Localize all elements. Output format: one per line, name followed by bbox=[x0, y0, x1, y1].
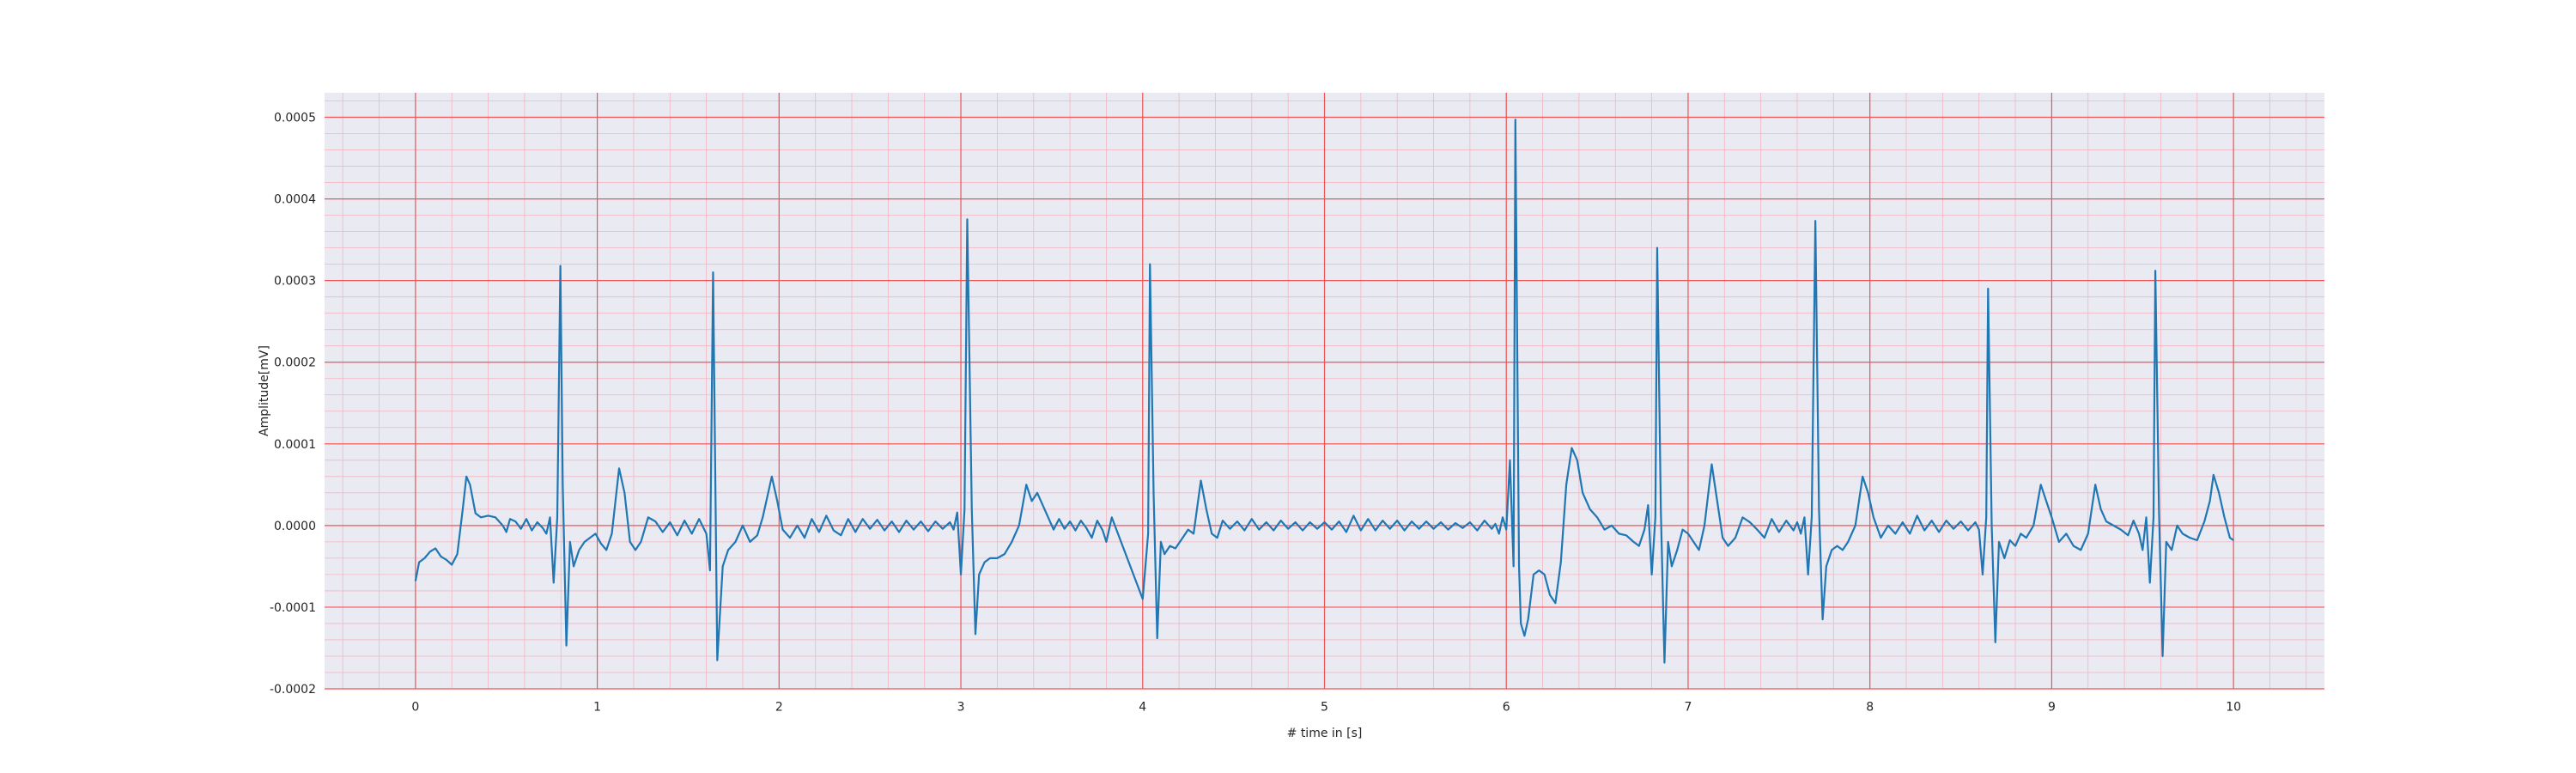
x-axis-label: # time in [s] bbox=[1287, 727, 1363, 740]
y-tick-label: 0.0002 bbox=[274, 356, 316, 370]
x-tick-label: 5 bbox=[1321, 701, 1328, 715]
y-tick-label: 0.0004 bbox=[274, 193, 316, 207]
x-tick-label: 8 bbox=[1866, 701, 1874, 715]
x-tick-label: 7 bbox=[1684, 701, 1692, 715]
x-tick-label: 10 bbox=[2226, 701, 2241, 715]
x-tick-label: 6 bbox=[1503, 701, 1510, 715]
y-tick-label: -0.0001 bbox=[270, 601, 316, 615]
y-tick-label: -0.0002 bbox=[270, 683, 316, 697]
y-tick-labels: -0.0002 -0.0001 0.0000 0.0001 0.0002 0.0003 0.… bbox=[270, 112, 316, 697]
y-tick-label: 0.0000 bbox=[274, 520, 316, 533]
x-tick-label: 0 bbox=[411, 701, 419, 715]
x-tick-label: 1 bbox=[593, 701, 601, 715]
x-tick-labels: 0 1 2 3 4 5 6 7 8 9 10 bbox=[411, 701, 2241, 715]
x-tick-label: 9 bbox=[2048, 701, 2056, 715]
y-tick-label: 0.0001 bbox=[274, 438, 316, 452]
y-tick-label: 0.0003 bbox=[274, 275, 316, 289]
y-tick-label: 0.0005 bbox=[274, 112, 316, 125]
x-tick-label: 3 bbox=[957, 701, 965, 715]
x-tick-label: 2 bbox=[775, 701, 783, 715]
x-tick-label: 4 bbox=[1139, 701, 1146, 715]
ecg-series-line bbox=[414, 119, 2234, 664]
y-axis-label: Amplitude[mV] bbox=[258, 345, 271, 436]
